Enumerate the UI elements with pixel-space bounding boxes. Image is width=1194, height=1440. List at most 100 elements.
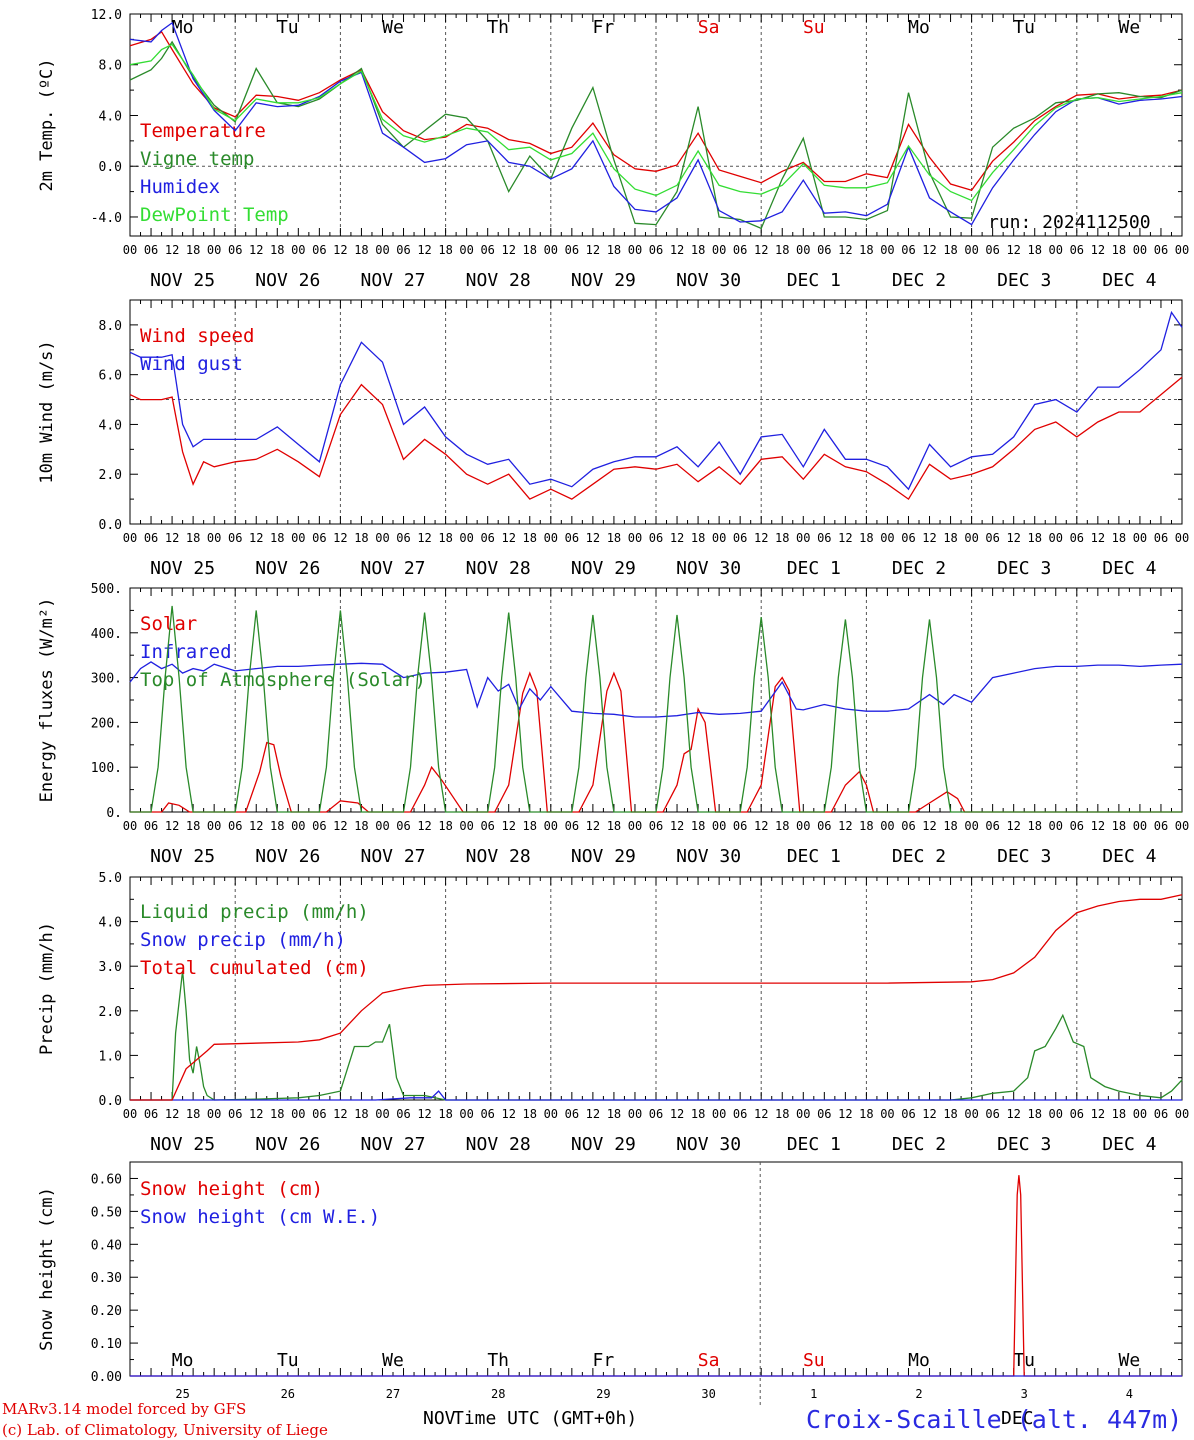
legend-entry: Snow height (cm) <box>140 1178 323 1200</box>
weekday-label: Sa <box>698 17 720 38</box>
day-label: NOV 28 <box>466 558 531 579</box>
day-number-label: 30 <box>701 1387 715 1401</box>
hour-tick-label: 06 <box>1154 531 1168 545</box>
hour-tick-label: 06 <box>1154 1107 1168 1121</box>
day-label: NOV 28 <box>466 846 531 867</box>
y-tick-label: 0.60 <box>91 1172 122 1187</box>
hour-tick-label: 06 <box>1154 243 1168 257</box>
day-label: NOV 29 <box>571 558 636 579</box>
run-label: run: 2024112500 <box>988 212 1151 233</box>
hour-tick-label: 18 <box>691 819 705 833</box>
footer-model-credit: MARv3.14 model forced by GFS <box>2 1400 246 1418</box>
hour-tick-label: 12 <box>922 819 936 833</box>
day-number-label: 29 <box>596 1387 610 1401</box>
hour-tick-label: 18 <box>607 819 621 833</box>
hour-tick-label: 12 <box>1091 1107 1105 1121</box>
y-axis-label: Snow height (cm) <box>37 1187 57 1351</box>
hour-tick-label: 00 <box>1049 243 1063 257</box>
day-label: NOV 27 <box>360 846 425 867</box>
hour-tick-label: 12 <box>501 243 515 257</box>
hour-tick-label: 06 <box>1070 531 1084 545</box>
day-label: NOV 30 <box>676 270 741 291</box>
hour-tick-label: 00 <box>796 1107 810 1121</box>
day-label: NOV 25 <box>150 846 215 867</box>
hour-tick-label: 06 <box>480 531 494 545</box>
series-line <box>129 661 1183 718</box>
day-number-label: 2 <box>915 1387 922 1401</box>
hour-tick-label: 18 <box>270 531 284 545</box>
hour-tick-label: 18 <box>1112 1107 1126 1121</box>
hour-tick-label: 12 <box>586 531 600 545</box>
hour-tick-label: 12 <box>922 1107 936 1121</box>
hour-tick-label: 18 <box>186 531 200 545</box>
hour-tick-label: 00 <box>207 243 221 257</box>
hour-tick-label: 18 <box>523 243 537 257</box>
y-axis-label: 10m Wind (m/s) <box>37 340 57 483</box>
hour-tick-label: 12 <box>1006 243 1020 257</box>
y-tick-label: 0.0 <box>99 1094 122 1109</box>
hour-tick-label: 12 <box>838 1107 852 1121</box>
y-tick-label: 400. <box>91 627 122 642</box>
hour-tick-label: 00 <box>880 243 894 257</box>
hour-tick-label: 00 <box>1175 1107 1189 1121</box>
hour-tick-label: 06 <box>817 531 831 545</box>
weekday-label: Th <box>487 1350 509 1371</box>
day-label: NOV 27 <box>360 1134 425 1155</box>
y-tick-label: 500. <box>91 582 122 597</box>
hour-tick-label: 00 <box>1133 531 1147 545</box>
hour-tick-label: 00 <box>291 1107 305 1121</box>
hour-tick-label: 18 <box>270 1107 284 1121</box>
y-axis-label: 2m Temp. (ºC) <box>37 58 57 191</box>
day-label: NOV 28 <box>466 1134 531 1155</box>
weekday-label: Su <box>803 17 825 38</box>
hour-tick-label: 06 <box>312 1107 326 1121</box>
hour-tick-label: 06 <box>228 243 242 257</box>
hour-tick-label: 06 <box>733 819 747 833</box>
hour-tick-label: 18 <box>438 1107 452 1121</box>
day-label: NOV 28 <box>466 270 531 291</box>
day-label: DEC 1 <box>787 846 841 867</box>
hour-tick-label: 00 <box>796 531 810 545</box>
hour-tick-label: 00 <box>1049 1107 1063 1121</box>
hour-tick-label: 06 <box>901 1107 915 1121</box>
series-line <box>129 43 1183 202</box>
y-tick-label: 0.50 <box>91 1205 122 1220</box>
hour-tick-label: 12 <box>586 819 600 833</box>
day-label: NOV 27 <box>360 558 425 579</box>
weekday-label: We <box>1119 1350 1141 1371</box>
legend-entry: Total cumulated (cm) <box>140 957 369 979</box>
hour-tick-label: 00 <box>1175 243 1189 257</box>
hour-tick-label: 06 <box>480 1107 494 1121</box>
hour-tick-label: 12 <box>1006 819 1020 833</box>
hour-tick-label: 00 <box>712 531 726 545</box>
hour-tick-label: 12 <box>501 1107 515 1121</box>
hour-tick-label: 06 <box>396 531 410 545</box>
legend-entry: Snow height (cm W.E.) <box>140 1206 380 1228</box>
hour-tick-label: 18 <box>1112 531 1126 545</box>
hour-tick-label: 00 <box>628 531 642 545</box>
hour-tick-label: 12 <box>754 819 768 833</box>
hour-tick-label: 06 <box>396 1107 410 1121</box>
hour-tick-label: 06 <box>565 243 579 257</box>
hour-tick-label: 06 <box>565 531 579 545</box>
hour-tick-label: 12 <box>165 531 179 545</box>
hour-tick-label: 12 <box>1091 243 1105 257</box>
hour-tick-label: 06 <box>144 1107 158 1121</box>
y-tick-label: 0.10 <box>91 1337 122 1352</box>
hour-tick-label: 00 <box>1049 531 1063 545</box>
hour-tick-label: 18 <box>438 819 452 833</box>
series-line <box>130 605 1182 813</box>
hour-tick-label: 18 <box>859 531 873 545</box>
day-label: NOV 26 <box>255 270 320 291</box>
y-tick-label: 4.0 <box>99 109 122 124</box>
hour-tick-label: 00 <box>1175 531 1189 545</box>
day-label: NOV 29 <box>571 1134 636 1155</box>
hour-tick-label: 06 <box>312 531 326 545</box>
hour-tick-label: 12 <box>249 819 263 833</box>
hour-tick-label: 12 <box>165 819 179 833</box>
day-label: NOV 30 <box>676 846 741 867</box>
day-label: DEC 3 <box>997 846 1051 867</box>
hour-tick-label: 00 <box>1133 1107 1147 1121</box>
hour-tick-label: 00 <box>1175 819 1189 833</box>
weekday-label: Tu <box>1013 17 1035 38</box>
